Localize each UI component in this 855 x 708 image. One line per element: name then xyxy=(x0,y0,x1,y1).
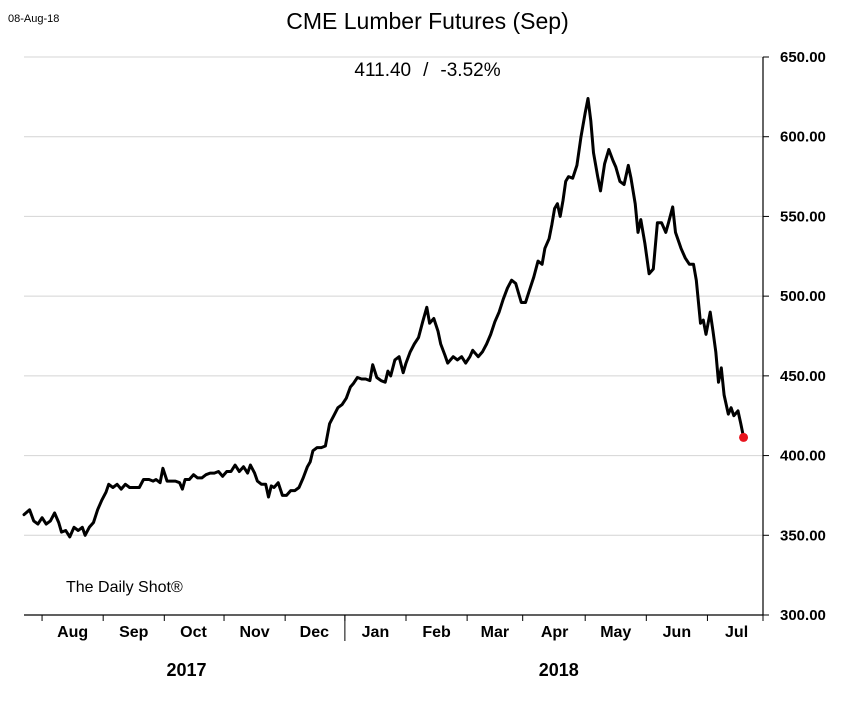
readout-separator: / xyxy=(423,60,429,81)
y-axis: 650.00 600.00 550.00 500.00 450.00 400.00 350.… xyxy=(762,49,826,624)
x-tick-label: Jan xyxy=(362,624,390,641)
x-axis: Aug Sep Oct Nov Dec Jan Feb Mar Apr May Jun Jul 2017… xyxy=(24,614,764,680)
year-label: 2018 xyxy=(539,660,579,680)
date-stamp: 08-Aug-18 xyxy=(8,13,60,25)
gridlines xyxy=(24,56,763,536)
x-tick-label: May xyxy=(600,624,631,641)
y-tick-label: 500.00 xyxy=(780,288,826,305)
last-point-marker xyxy=(739,432,749,442)
y-tick-label: 350.00 xyxy=(780,527,826,544)
series-line-lumber-futures xyxy=(22,97,746,539)
chart-title: CME Lumber Futures (Sep) xyxy=(286,8,569,34)
y-tick-label: 550.00 xyxy=(780,208,826,225)
y-tick-label: 600.00 xyxy=(780,129,826,146)
watermark: The Daily Shot® xyxy=(66,579,183,596)
x-tick-label: Aug xyxy=(57,624,88,641)
x-tick-label: Jun xyxy=(663,624,691,641)
percent-change: -3.52% xyxy=(440,60,501,81)
plot-area xyxy=(22,97,749,539)
last-value-readout: 411.40 / -3.52% xyxy=(0,60,855,82)
x-tick-label: Dec xyxy=(300,624,329,641)
x-tick-label: Sep xyxy=(119,624,149,641)
y-tick-label: 400.00 xyxy=(780,448,826,465)
year-label: 2017 xyxy=(167,660,207,680)
x-tick-label: Feb xyxy=(422,624,451,641)
last-price: 411.40 xyxy=(354,60,412,81)
x-tick-label: Nov xyxy=(239,624,269,641)
y-tick-label: 450.00 xyxy=(780,368,826,385)
x-tick-label: Apr xyxy=(541,624,569,641)
x-tick-label: Oct xyxy=(180,624,207,641)
x-tick-label: Mar xyxy=(481,624,509,641)
y-tick-label: 300.00 xyxy=(780,607,826,624)
y-tick-label: 650.00 xyxy=(780,49,826,66)
x-tick-label: Jul xyxy=(725,624,748,641)
